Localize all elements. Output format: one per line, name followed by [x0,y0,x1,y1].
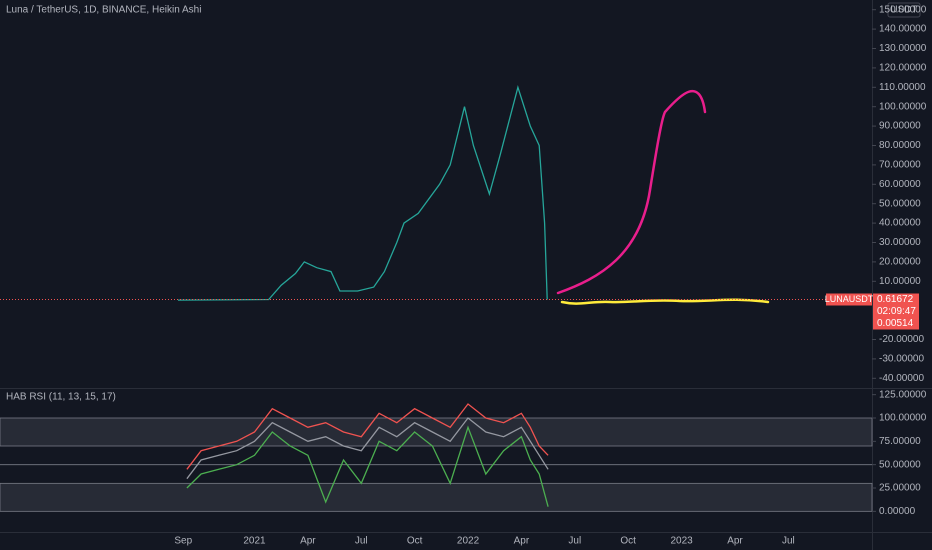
symbol-tag [826,293,872,306]
y-tick-label: 50.00000 [879,198,921,209]
y-tick-label: 50.00000 [879,459,921,470]
last-price: 0.61672 [877,294,914,305]
x-tick-label: Jul [568,536,581,547]
last-change: 0.00514 [877,318,914,329]
y-tick-label: 150.00000 [879,4,927,15]
y-tick-label: 70.00000 [879,160,921,171]
y-tick-label: 110.00000 [879,82,926,93]
y-tick-label: 40.00000 [879,218,921,229]
currency[interactable]: USDT [890,5,917,16]
y-tick-label: 0.00000 [879,506,916,517]
x-tick-label: Jul [355,536,368,547]
x-tick-label: Apr [727,536,743,547]
y-tick-label: 120.00000 [879,63,927,74]
y-tick-label: 60.00000 [879,179,921,190]
symbol-label: LUNAUSDT [825,294,874,304]
y-tick-label: 140.00000 [879,24,927,35]
series-line [186,403,549,470]
y-tick-label: 10.00000 [879,276,921,287]
y-tick-label: 90.00000 [879,121,921,132]
countdown: 02:09:47 [877,306,916,317]
series-line [186,417,549,480]
y-tick-label: 75.00000 [879,436,921,447]
series-line [177,84,548,301]
y-tick-label: 80.00000 [879,140,921,151]
x-tick-label: Jul [782,536,795,547]
y-tick-label: -30.00000 [879,354,924,365]
y-tick-label: 100.00000 [879,101,927,112]
band [0,417,873,447]
x-tick-label: 2021 [243,536,266,547]
x-tick-label: 2023 [670,536,693,547]
y-tick-label: 20.00000 [879,257,921,268]
x-tick-label: Oct [620,536,636,547]
y-tick-label: 130.00000 [879,43,927,54]
y-tick-label: 125.00000 [879,389,927,400]
series-line [186,425,549,507]
y-tick-label: 30.00000 [879,237,921,248]
x-tick-label: Apr [300,536,316,547]
price-tag [873,293,919,330]
drawn-line [560,298,770,305]
y-tick-label: 25.00000 [879,483,921,494]
band [0,482,873,512]
x-tick-label: Apr [514,536,530,547]
y-tick-label: 100.00000 [879,413,927,424]
drawn-arrow [556,89,707,295]
indicator-title: HAB RSI (11, 13, 15, 17) [6,392,116,403]
chart-title: Luna / TetherUS, 1D, BINANCE, Heikin Ash… [6,5,201,16]
x-tick-label: 2022 [457,536,480,547]
y-tick-label: -40.00000 [879,373,924,384]
x-tick-label: Oct [407,536,423,547]
currency-button[interactable] [887,2,921,18]
x-tick-label: Sep [174,536,192,547]
y-tick-label: -20.00000 [879,334,924,345]
